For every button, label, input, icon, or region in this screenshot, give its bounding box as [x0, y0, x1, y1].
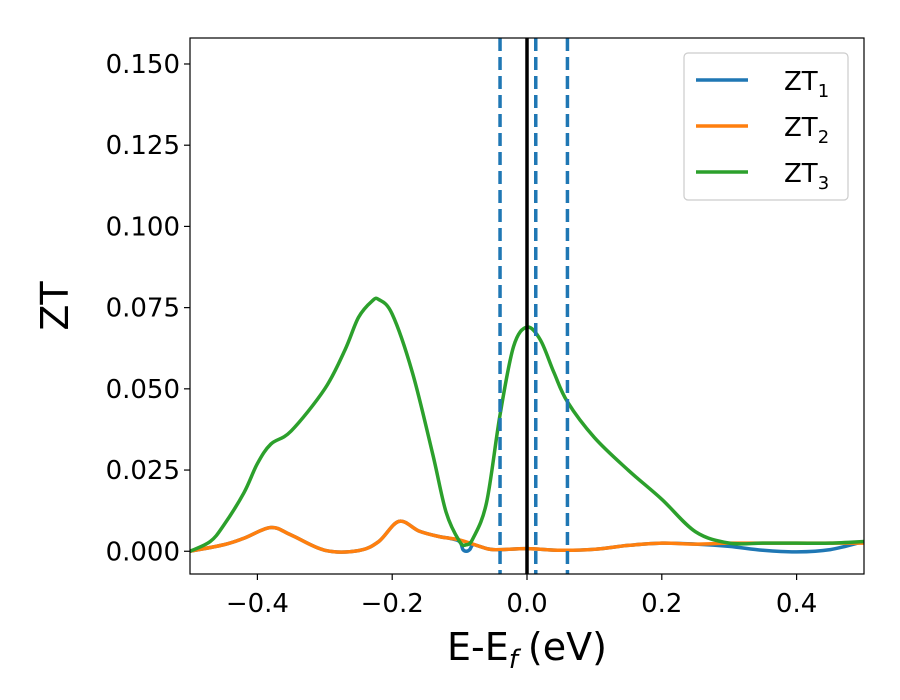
vertical-lines [498, 38, 570, 574]
plot-area [190, 296, 864, 554]
x-tick-label: 0.4 [776, 589, 817, 619]
legend-label-main: ZT [784, 159, 818, 189]
y-tick-label: 0.075 [106, 294, 180, 324]
series-line-zt3 [190, 296, 864, 554]
y-axis-label: ZT [33, 281, 77, 331]
y-tick-label: 0.150 [106, 50, 180, 80]
x-tick-label: 0.2 [641, 589, 682, 619]
x-axis-label-main: E-E [447, 625, 509, 669]
x-tick-label: −0.2 [361, 589, 424, 619]
y-tick-label: 0.025 [106, 456, 180, 486]
x-axis-label-unit: (eV) [528, 625, 607, 669]
y-tick-label: 0.000 [106, 537, 180, 567]
x-axis-label-sub: f [509, 645, 522, 675]
y-tick-label: 0.050 [106, 375, 180, 405]
x-ticks: −0.4 −0.2 0.0 0.2 0.4 [226, 574, 817, 619]
legend-label-zt3: ZT3 [784, 159, 829, 194]
legend-label-main: ZT [784, 67, 818, 97]
legend-label-sub: 1 [818, 81, 829, 102]
x-tick-label: −0.4 [226, 589, 289, 619]
y-tick-label: 0.125 [106, 131, 180, 161]
legend-box [683, 52, 849, 201]
legend-label-zt2: ZT2 [784, 113, 829, 148]
legend-label-main: ZT [784, 113, 818, 143]
x-tick-label: 0.0 [506, 589, 547, 619]
legend-label-sub: 3 [818, 173, 829, 194]
y-tick-label: 0.100 [106, 212, 180, 242]
legend-label-sub: 2 [818, 127, 829, 148]
y-ticks: 0.000 0.025 0.050 0.075 0.100 0.125 0.150 [106, 50, 190, 567]
x-axis-label: E-Ef (eV) [447, 625, 607, 675]
legend-label-zt1: ZT1 [784, 67, 829, 102]
